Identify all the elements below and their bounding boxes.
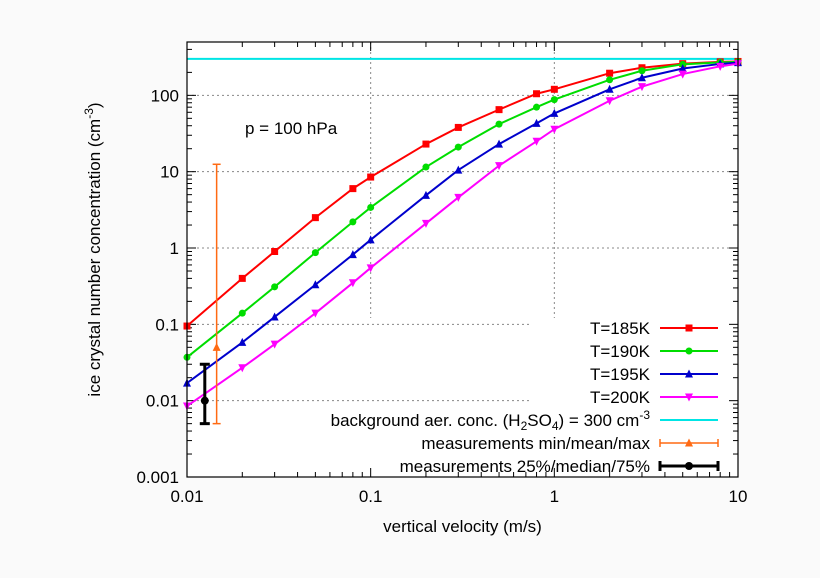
legend-label: T=190K: [590, 342, 651, 361]
legend-subscript: 4: [552, 419, 559, 433]
data-point: [532, 137, 541, 146]
data-point: [495, 162, 504, 171]
legend-label: background aer. conc. (H2SO4) = 300 cm-3: [331, 408, 651, 433]
data-point: [367, 173, 375, 181]
data-point: [270, 312, 279, 321]
measurements-minmax: [212, 163, 221, 425]
data-point: [238, 364, 247, 373]
data-point: [495, 106, 503, 114]
data-point: [422, 140, 430, 148]
y-tick-label: 1: [170, 239, 179, 258]
legend-label: T=185K: [590, 319, 651, 338]
data-point: [454, 143, 462, 151]
data-point: [311, 280, 320, 289]
data-point: [637, 83, 646, 92]
data-point: [366, 235, 375, 244]
data-point: [311, 214, 319, 222]
series-t-190k: [183, 58, 742, 361]
y-tick-label: 0.001: [136, 468, 179, 487]
data-point: [421, 190, 430, 199]
y-axis-label: ice crystal number concentration (cm-3): [82, 102, 104, 396]
data-point: [271, 283, 279, 291]
data-point: [605, 97, 614, 106]
plot-frame: [186, 41, 739, 478]
data-point: [533, 103, 541, 111]
data-point: [238, 274, 246, 282]
x-tick-label: 0.1: [359, 487, 383, 506]
legend-label: measurements 25%/median/75%: [400, 457, 650, 476]
data-point: [348, 279, 357, 288]
y-axis-label-superscript: -3: [82, 108, 96, 119]
data-point: [454, 123, 462, 131]
data-point: [685, 438, 693, 447]
series-line: [186, 62, 739, 407]
data-point: [311, 249, 319, 257]
data-point: [421, 219, 430, 228]
data-point: [638, 67, 646, 75]
legend-label: measurements min/mean/max: [421, 434, 650, 453]
data-point: [550, 108, 559, 117]
y-tick-label: 100: [151, 86, 179, 105]
legend-label: T=195K: [590, 365, 651, 384]
series-line: [186, 61, 739, 384]
data-point: [550, 85, 558, 93]
data-point: [454, 165, 463, 174]
data-point: [348, 250, 357, 259]
data-point: [495, 120, 503, 128]
data-point: [349, 185, 357, 193]
data-point: [685, 347, 693, 355]
x-tick-label: 10: [729, 487, 748, 506]
data-point: [367, 203, 375, 211]
series-line: [186, 60, 739, 327]
y-tick-label: 10: [160, 163, 179, 182]
legend-text-part: SO: [527, 411, 552, 430]
data-point: [606, 69, 614, 77]
legend-marker: [685, 462, 693, 470]
legend-superscript: -3: [639, 408, 650, 422]
legend-text-part: background aer. conc. (H: [331, 411, 521, 430]
data-point: [422, 163, 430, 171]
data-point: [550, 125, 559, 134]
data-point: [685, 324, 693, 332]
y-axis-label-text: ice crystal number concentration (cm: [85, 119, 104, 397]
data-point: [238, 309, 246, 317]
pressure-annotation: p = 100 hPa: [245, 119, 338, 138]
data-point: [495, 139, 504, 148]
plot-area: [187, 42, 738, 477]
data-point: [238, 337, 247, 346]
data-point: [270, 340, 279, 349]
data-point: [550, 96, 558, 104]
data-point: [366, 264, 375, 273]
data-point: [532, 118, 541, 127]
legend-subscript: 2: [521, 419, 528, 433]
data-point: [212, 342, 221, 351]
y-tick-label: 0.1: [155, 315, 179, 334]
y-axis-label-text: ): [85, 102, 104, 108]
data-point: [678, 63, 687, 72]
data-point: [605, 84, 614, 93]
legend-text-part: ) = 300 cm: [559, 411, 640, 430]
data-point: [200, 396, 209, 405]
data-point: [678, 70, 687, 79]
data-point: [533, 90, 541, 98]
x-axis-label: vertical velocity (m/s): [383, 517, 542, 536]
data-point: [349, 218, 357, 226]
data-point: [685, 393, 693, 402]
data-point: [606, 76, 614, 84]
x-tick-label: 0.01: [170, 487, 203, 506]
data-point: [637, 73, 646, 82]
legend-label: T=200K: [590, 388, 651, 407]
data-point: [716, 62, 725, 71]
data-point: [685, 369, 693, 378]
series-line: [186, 60, 739, 359]
data-point: [311, 309, 320, 318]
data-point: [454, 193, 463, 202]
y-tick-label: 0.01: [146, 392, 179, 411]
x-tick-label: 1: [550, 487, 559, 506]
data-point: [271, 248, 279, 256]
measurements-quartiles: [199, 362, 210, 426]
